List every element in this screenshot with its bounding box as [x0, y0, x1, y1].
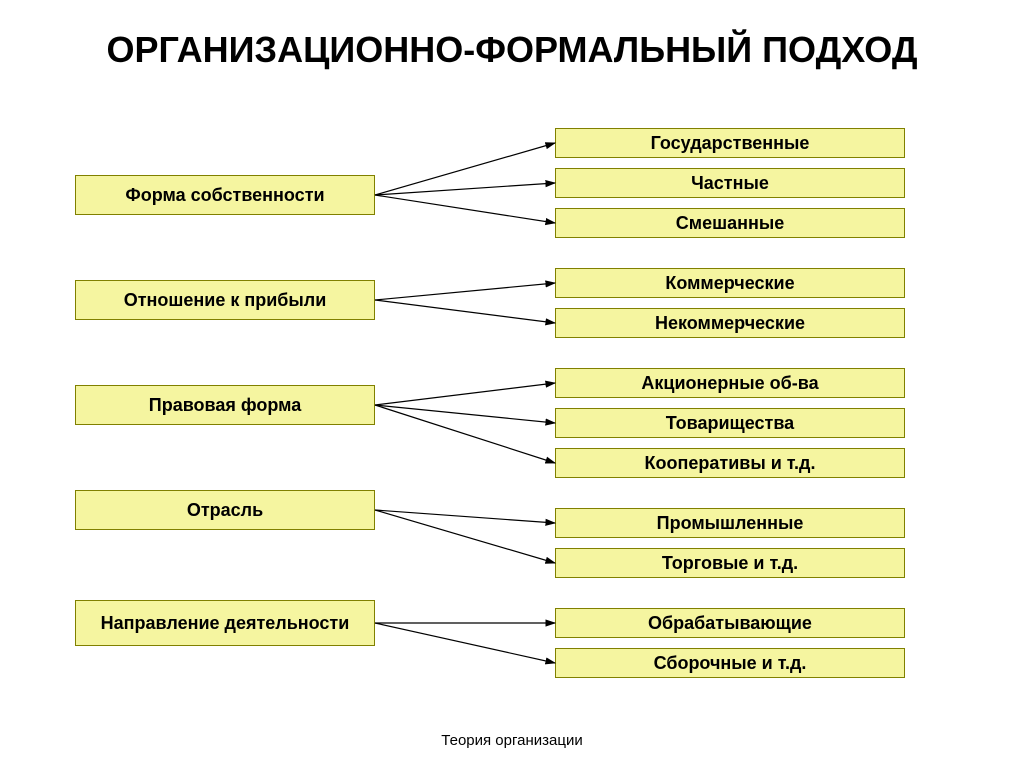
node-label: Кооперативы и т.д.: [645, 453, 816, 474]
node-gosudarstvennye: Государственные: [555, 128, 905, 158]
node-kommercheskie: Коммерческие: [555, 268, 905, 298]
node-label: Промышленные: [657, 513, 804, 534]
node-label: Некоммерческие: [655, 313, 805, 334]
arrow-otrasl-to-torgovye: [375, 510, 555, 563]
node-label: Смешанные: [676, 213, 784, 234]
node-promyshlennye: Промышленные: [555, 508, 905, 538]
footer-text: Теория организации: [0, 732, 1024, 749]
node-label: Акционерные об-ва: [641, 373, 818, 394]
arrow-pravovaya-forma-to-kooperativy: [375, 405, 555, 463]
node-label: Отношение к прибыли: [124, 290, 327, 311]
arrow-forma-sobstvennosti-to-gosudarstvennye: [375, 143, 555, 195]
node-pravovaya-forma: Правовая форма: [75, 385, 375, 425]
node-forma-sobstvennosti: Форма собственности: [75, 175, 375, 215]
node-label: Торговые и т.д.: [662, 553, 798, 574]
arrow-otnoshenie-k-pribyli-to-kommercheskie: [375, 283, 555, 300]
node-obrabatyvayushchie: Обрабатывающие: [555, 608, 905, 638]
arrow-pravovaya-forma-to-tovarishchestva: [375, 405, 555, 423]
node-label: Отрасль: [187, 500, 263, 521]
node-tovarishchestva: Товарищества: [555, 408, 905, 438]
node-label: Товарищества: [666, 413, 794, 434]
node-torgovye: Торговые и т.д.: [555, 548, 905, 578]
node-label: Частные: [691, 173, 769, 194]
node-otrasl: Отрасль: [75, 490, 375, 530]
node-label: Государственные: [651, 133, 810, 154]
arrow-forma-sobstvennosti-to-chastnye: [375, 183, 555, 195]
node-sborochnye: Сборочные и т.д.: [555, 648, 905, 678]
arrow-otnoshenie-k-pribyli-to-nekommercheskie: [375, 300, 555, 323]
arrow-forma-sobstvennosti-to-smeshannye: [375, 195, 555, 223]
node-label: Направление деятельности: [101, 613, 350, 634]
node-smeshannye: Смешанные: [555, 208, 905, 238]
node-label: Сборочные и т.д.: [654, 653, 807, 674]
node-label: Правовая форма: [149, 395, 301, 416]
arrow-pravovaya-forma-to-akcionernye: [375, 383, 555, 405]
node-otnoshenie-k-pribyli: Отношение к прибыли: [75, 280, 375, 320]
node-label: Обрабатывающие: [648, 613, 812, 634]
node-akcionernye: Акционерные об-ва: [555, 368, 905, 398]
node-label: Форма собственности: [125, 185, 324, 206]
arrow-otrasl-to-promyshlennye: [375, 510, 555, 523]
node-chastnye: Частные: [555, 168, 905, 198]
node-label: Коммерческие: [665, 273, 794, 294]
diagram-title: ОРГАНИЗАЦИОННО-ФОРМАЛЬНЫЙ ПОДХОД: [0, 30, 1024, 70]
arrow-napravlenie-to-sborochnye: [375, 623, 555, 663]
node-napravlenie: Направление деятельности: [75, 600, 375, 646]
node-nekommercheskie: Некоммерческие: [555, 308, 905, 338]
node-kooperativy: Кооперативы и т.д.: [555, 448, 905, 478]
